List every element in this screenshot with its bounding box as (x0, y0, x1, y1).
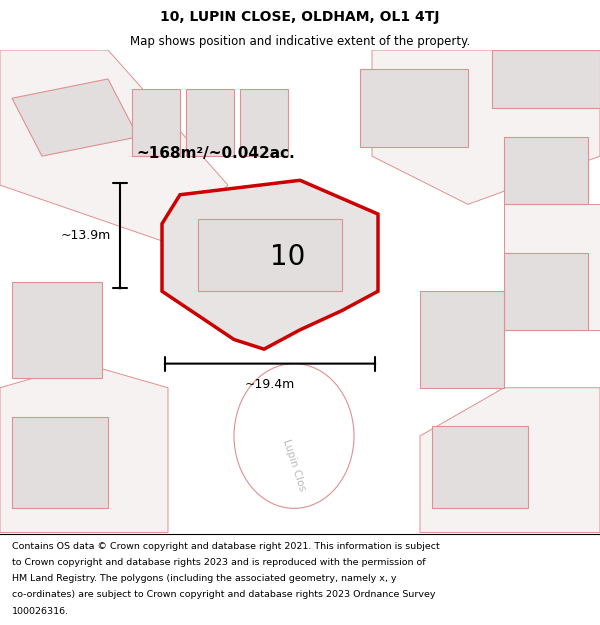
Text: co-ordinates) are subject to Crown copyright and database rights 2023 Ordnance S: co-ordinates) are subject to Crown copyr… (12, 590, 436, 599)
Polygon shape (504, 253, 588, 330)
Text: ~13.9m: ~13.9m (61, 229, 111, 242)
Polygon shape (12, 282, 102, 378)
Polygon shape (360, 69, 468, 146)
Polygon shape (132, 89, 180, 156)
Ellipse shape (234, 364, 354, 508)
Polygon shape (504, 204, 600, 330)
Polygon shape (168, 330, 420, 532)
Polygon shape (0, 50, 228, 243)
Text: 10: 10 (271, 244, 305, 271)
Text: Contains OS data © Crown copyright and database right 2021. This information is : Contains OS data © Crown copyright and d… (12, 542, 440, 551)
Polygon shape (492, 50, 600, 108)
Text: HM Land Registry. The polygons (including the associated geometry, namely x, y: HM Land Registry. The polygons (includin… (12, 574, 397, 583)
Text: Map shows position and indicative extent of the property.: Map shows position and indicative extent… (130, 35, 470, 48)
Polygon shape (420, 291, 504, 388)
Polygon shape (198, 219, 342, 291)
Polygon shape (186, 89, 234, 156)
Text: 100026316.: 100026316. (12, 606, 69, 616)
Polygon shape (240, 89, 288, 156)
Polygon shape (372, 50, 600, 204)
Polygon shape (432, 426, 528, 508)
Polygon shape (420, 388, 600, 532)
Text: to Crown copyright and database rights 2023 and is reproduced with the permissio: to Crown copyright and database rights 2… (12, 558, 425, 567)
Text: ~168m²/~0.042ac.: ~168m²/~0.042ac. (137, 146, 295, 161)
Text: ~19.4m: ~19.4m (245, 378, 295, 391)
Polygon shape (162, 180, 378, 349)
Polygon shape (504, 137, 588, 204)
Polygon shape (12, 79, 138, 156)
Text: Lupin Clos: Lupin Clos (281, 438, 307, 492)
Text: 10, LUPIN CLOSE, OLDHAM, OL1 4TJ: 10, LUPIN CLOSE, OLDHAM, OL1 4TJ (160, 10, 440, 24)
Polygon shape (0, 364, 168, 532)
Polygon shape (12, 417, 108, 508)
